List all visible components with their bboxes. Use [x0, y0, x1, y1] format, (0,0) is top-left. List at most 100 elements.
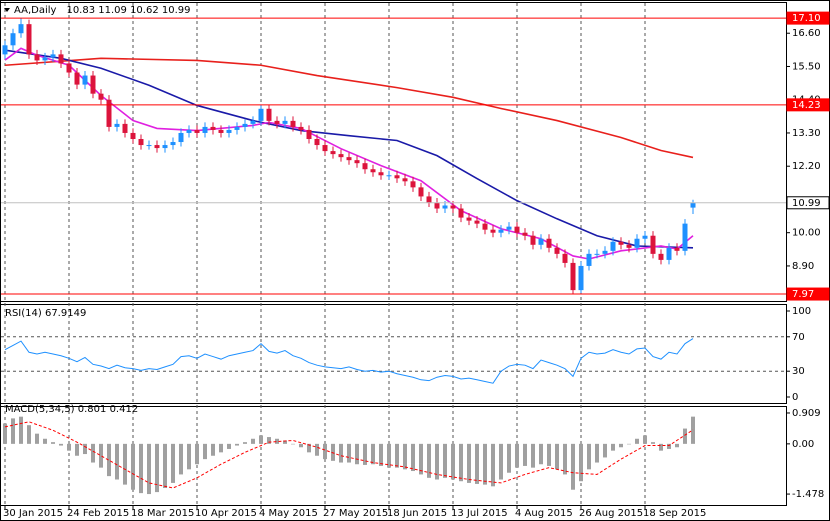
- rsi-line: [4, 338, 694, 384]
- candle-body: [50, 54, 56, 58]
- candle-body: [10, 33, 16, 46]
- macd-bar: [515, 443, 519, 468]
- macd-bar: [19, 416, 23, 444]
- candle-body: [186, 129, 192, 133]
- y-tick-label: 0: [792, 392, 798, 403]
- candle-body: [474, 220, 480, 224]
- y-tick-label: 15.50: [792, 61, 821, 72]
- candle-body: [34, 54, 40, 61]
- macd-bar: [683, 428, 687, 444]
- candle-body: [466, 217, 472, 221]
- macd-bar: [539, 443, 543, 465]
- macd-bar: [459, 443, 463, 482]
- candle-body: [434, 202, 440, 209]
- candle-body: [210, 126, 216, 130]
- candle-body: [578, 265, 584, 291]
- candle-body: [146, 145, 152, 147]
- candle-body: [218, 129, 224, 133]
- macd-bar: [395, 443, 399, 468]
- level-label-box: [786, 11, 830, 25]
- candle-body: [506, 226, 512, 230]
- macd-bar: [467, 443, 471, 483]
- candle-body: [386, 175, 392, 177]
- candle-body: [274, 120, 280, 124]
- candle-body: [490, 229, 496, 233]
- candle-body: [562, 253, 568, 263]
- candle-body: [74, 72, 80, 85]
- macd-bar: [115, 443, 119, 480]
- x-tick-label: 18 Jun 2015: [387, 508, 447, 519]
- macd-bar: [627, 443, 631, 445]
- macd-bar: [531, 443, 535, 468]
- macd-bar: [291, 443, 295, 445]
- level-label-box: [786, 196, 830, 210]
- x-tick-label: 18 Mar 2015: [131, 508, 194, 519]
- macd-bar: [491, 443, 495, 487]
- macd-bar: [499, 443, 503, 480]
- macd-bar: [139, 443, 143, 494]
- macd-bar: [619, 443, 623, 448]
- macd-bar: [387, 443, 391, 468]
- candle-body: [410, 181, 416, 188]
- y-tick-label: 30: [792, 366, 805, 377]
- candle-body: [170, 142, 176, 146]
- x-tick-label: 26 Aug 2015: [579, 508, 643, 519]
- candle-body: [626, 244, 632, 248]
- candle-body: [322, 145, 328, 152]
- macd-bar: [275, 438, 279, 444]
- candle-body: [594, 253, 600, 255]
- level-label: 17.10: [792, 13, 821, 24]
- macd-bar: [123, 443, 127, 485]
- macd-bar: [219, 443, 223, 453]
- candle-body: [570, 262, 576, 291]
- macd-bar: [339, 443, 343, 463]
- candle-body: [514, 226, 520, 233]
- macd-bar: [659, 443, 663, 451]
- candle-body: [554, 247, 560, 254]
- level-label: 10.99: [792, 198, 821, 209]
- macd-bar: [155, 443, 159, 493]
- candle-body: [634, 238, 640, 248]
- candle-body: [282, 120, 288, 124]
- candle-body: [650, 235, 656, 254]
- macd-bar: [523, 443, 527, 466]
- candle-body: [106, 99, 112, 127]
- macd-bar: [355, 443, 359, 465]
- candle-body: [226, 129, 232, 133]
- x-tick-label: 18 Sep 2015: [643, 508, 706, 519]
- y-tick-label: 100: [792, 306, 811, 317]
- macd-bar: [675, 443, 679, 448]
- candle-body: [658, 253, 664, 260]
- moving-average: [4, 57, 694, 159]
- macd-bar: [227, 443, 231, 449]
- macd-bar: [43, 438, 47, 444]
- macd-bar: [347, 443, 351, 463]
- candle-body: [522, 232, 528, 236]
- candle-body: [82, 75, 88, 85]
- macd-bar: [451, 443, 455, 480]
- macd-bar: [587, 443, 591, 470]
- macd-bar: [83, 443, 87, 455]
- x-tick-label: 30 Jan 2015: [3, 508, 63, 519]
- candle-body: [426, 196, 432, 203]
- y-tick-label: 70: [792, 332, 805, 343]
- candle-body: [346, 157, 352, 161]
- x-tick-label: 10 Apr 2015: [195, 508, 257, 519]
- macd-bar: [27, 425, 31, 444]
- macd-bar: [371, 443, 375, 465]
- candle-body: [162, 145, 168, 149]
- macd-bar: [483, 443, 487, 485]
- macd-bar: [475, 443, 479, 484]
- level-label-box: [786, 98, 830, 112]
- macd-bar: [131, 443, 135, 490]
- candle-body: [130, 132, 136, 140]
- macd-bar: [75, 443, 79, 456]
- macd-bar: [307, 443, 311, 453]
- candle-body: [450, 205, 456, 209]
- macd-bar: [91, 443, 95, 463]
- macd-bar: [363, 443, 367, 465]
- macd-bar: [331, 443, 335, 461]
- candle-body: [682, 223, 688, 251]
- candle-body: [378, 172, 384, 176]
- macd-bar: [99, 443, 103, 468]
